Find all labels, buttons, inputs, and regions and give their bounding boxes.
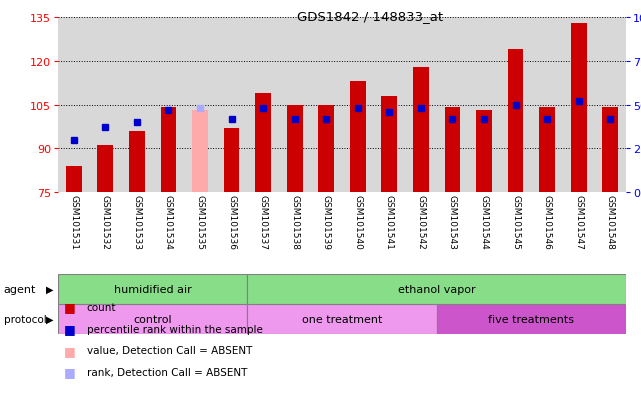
Text: ▶: ▶ <box>46 284 54 294</box>
Bar <box>247 274 626 304</box>
Bar <box>603 108 618 192</box>
Text: count: count <box>87 302 116 312</box>
Text: ■: ■ <box>64 344 76 357</box>
Text: GSM101546: GSM101546 <box>543 194 552 249</box>
Text: GSM101548: GSM101548 <box>606 194 615 249</box>
Text: GSM101532: GSM101532 <box>101 194 110 249</box>
Text: percentile rank within the sample: percentile rank within the sample <box>87 324 262 334</box>
Text: ▶: ▶ <box>46 314 54 324</box>
Text: GSM101539: GSM101539 <box>322 194 331 249</box>
Text: GSM101533: GSM101533 <box>133 194 142 249</box>
Text: control: control <box>133 314 172 324</box>
Bar <box>381 97 397 192</box>
Bar <box>539 108 555 192</box>
Text: five treatments: five treatments <box>488 314 574 324</box>
Bar <box>413 67 429 192</box>
Bar <box>129 131 145 192</box>
Text: GSM101531: GSM101531 <box>69 194 78 249</box>
Text: GSM101541: GSM101541 <box>385 194 394 249</box>
Bar <box>287 105 303 192</box>
Text: GSM101544: GSM101544 <box>479 194 488 249</box>
Bar <box>476 111 492 192</box>
Text: rank, Detection Call = ABSENT: rank, Detection Call = ABSENT <box>87 367 247 377</box>
Text: GSM101545: GSM101545 <box>511 194 520 249</box>
Text: GSM101536: GSM101536 <box>227 194 236 249</box>
Text: GDS1842 / 148833_at: GDS1842 / 148833_at <box>297 10 444 23</box>
Bar <box>58 274 247 304</box>
Text: value, Detection Call = ABSENT: value, Detection Call = ABSENT <box>87 345 252 355</box>
Bar <box>350 82 365 192</box>
Text: agent: agent <box>3 284 36 294</box>
Bar <box>192 111 208 192</box>
Bar <box>255 94 271 192</box>
Bar <box>58 304 247 334</box>
Bar <box>570 24 587 192</box>
Text: GSM101547: GSM101547 <box>574 194 583 249</box>
Bar <box>508 50 524 192</box>
Bar <box>319 105 334 192</box>
Text: GSM101537: GSM101537 <box>258 194 267 249</box>
Bar <box>160 108 176 192</box>
Bar <box>437 304 626 334</box>
Text: protocol: protocol <box>3 314 46 324</box>
Bar <box>66 166 81 192</box>
Text: GSM101538: GSM101538 <box>290 194 299 249</box>
Text: GSM101543: GSM101543 <box>448 194 457 249</box>
Text: GSM101534: GSM101534 <box>164 194 173 249</box>
Bar <box>247 304 437 334</box>
Bar <box>445 108 460 192</box>
Bar <box>97 146 113 192</box>
Text: one treatment: one treatment <box>302 314 382 324</box>
Text: ■: ■ <box>64 322 76 335</box>
Text: GSM101540: GSM101540 <box>353 194 362 249</box>
Text: humidified air: humidified air <box>114 284 192 294</box>
Text: GSM101542: GSM101542 <box>417 194 426 249</box>
Text: ■: ■ <box>64 301 76 314</box>
Bar <box>224 128 240 192</box>
Text: ethanol vapor: ethanol vapor <box>398 284 476 294</box>
Text: ■: ■ <box>64 365 76 378</box>
Text: GSM101535: GSM101535 <box>196 194 204 249</box>
